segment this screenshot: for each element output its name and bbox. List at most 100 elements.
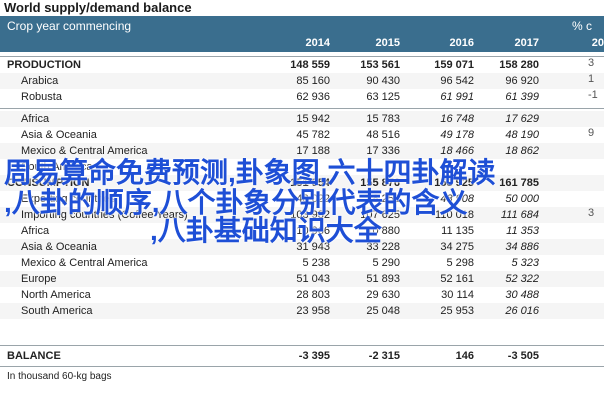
cell-value: 45 782 xyxy=(296,129,330,141)
cell-value: 5 298 xyxy=(446,257,474,269)
table-row: Arabica 85 160 90 430 96 542 96 920 xyxy=(0,73,604,89)
cell-value: 30 488 xyxy=(505,289,539,301)
table-row: South America xyxy=(0,159,604,175)
row-label: BALANCE xyxy=(7,350,61,362)
row-label: Asia & Oceania xyxy=(21,129,97,141)
table-row: Asia & Oceania 31 943 33 228 34 275 34 886 xyxy=(0,239,604,255)
cell-value: 153 561 xyxy=(360,59,400,71)
cell-value: 48 190 xyxy=(505,129,539,141)
row-label: Exporting countries xyxy=(21,193,116,205)
cell-value: 48 908 xyxy=(440,193,474,205)
cell-value: 161 785 xyxy=(499,177,539,189)
cell-value: 11 353 xyxy=(506,225,539,237)
percent-change-cell: 9 xyxy=(588,127,595,139)
cell-value: 23 958 xyxy=(296,305,330,317)
cell-value: 18 862 xyxy=(505,145,539,157)
cell-value: 17 629 xyxy=(505,113,539,125)
cell-value: 151 954 xyxy=(290,177,330,189)
year-header-2015: 2015 xyxy=(375,37,400,49)
year-header-2016: 2016 xyxy=(449,37,474,49)
table-row: Mexico & Central America 5 238 5 290 5 298 5… xyxy=(0,255,604,271)
cell-value: -3 505 xyxy=(507,350,539,362)
percent-change-cell: -1 xyxy=(588,89,598,101)
cell-value: 62 936 xyxy=(296,91,330,103)
table-section-row: CONSUMPTION 151 954 155 876 158 925 161 785 xyxy=(0,175,604,191)
cell-value: 34 886 xyxy=(505,241,539,253)
row-separator xyxy=(0,345,604,346)
table-section-row: PRODUCTION 148 559 153 561 159 071 158 280 xyxy=(0,57,604,73)
cell-value: 96 542 xyxy=(440,75,474,87)
table-row: Africa 15 942 15 783 16 748 17 629 xyxy=(0,111,604,127)
cell-value: 61 399 xyxy=(505,91,539,103)
cell-value: 48 022 xyxy=(296,193,330,205)
cell-value: 110 018 xyxy=(435,209,474,221)
row-label: North America xyxy=(21,289,91,301)
percent-change-cell: 1 xyxy=(588,73,595,85)
table-row: Africa 10 966 10 880 11 135 11 353 xyxy=(0,223,604,239)
cell-value: 16 748 xyxy=(440,113,474,125)
row-label: South America xyxy=(21,161,93,173)
cell-value: 10 966 xyxy=(296,225,330,237)
table-row: Asia & Oceania 45 782 48 516 49 178 48 190 xyxy=(0,127,604,143)
cell-value: 51 893 xyxy=(366,273,400,285)
cell-value: 25 953 xyxy=(440,305,474,317)
footnote: In thousand 60-kg bags xyxy=(7,371,112,382)
cell-value: 63 125 xyxy=(366,91,400,103)
table-section-row: BALANCE -3 395 -2 315 146 -3 505 xyxy=(0,348,604,364)
percent-change-cell: 3 xyxy=(588,57,595,69)
year-header-2014: 2014 xyxy=(305,37,330,49)
row-label: PRODUCTION xyxy=(7,59,81,71)
table-row: Robusta 62 936 63 125 61 991 61 399 xyxy=(0,89,604,105)
cell-value: 111 684 xyxy=(500,209,539,221)
cell-value: 90 430 xyxy=(366,75,400,87)
cell-value: 28 803 xyxy=(296,289,330,301)
cell-value: 96 920 xyxy=(505,75,539,87)
row-label: Mexico & Central America xyxy=(21,145,148,157)
cell-value: 155 876 xyxy=(360,177,400,189)
row-label: Robusta xyxy=(21,91,62,103)
cell-value: 146 xyxy=(455,350,474,362)
cell-value: 29 630 xyxy=(366,289,400,301)
cell-value: 34 275 xyxy=(440,241,474,253)
table-row: Europe 51 043 51 893 52 161 52 322 xyxy=(0,271,604,287)
cell-value: 85 160 xyxy=(296,75,330,87)
cell-value: 18 466 xyxy=(440,145,474,157)
cell-value: 26 016 xyxy=(505,305,539,317)
table-row: Exporting countries 48 022 48 251 48 908 50 … xyxy=(0,191,604,207)
crop-year-label: Crop year commencing xyxy=(7,19,132,33)
row-separator xyxy=(0,108,604,109)
row-label: Asia & Oceania xyxy=(21,241,97,253)
cell-value: 159 071 xyxy=(434,59,474,71)
overlay-line-2: ,八卦的顺序,八个卦象分别代表的含义 xyxy=(4,187,468,218)
cell-value: 107 625 xyxy=(360,209,400,221)
table-row: Mexico & Central America 17 188 17 336 18 4… xyxy=(0,143,604,159)
row-label: South America xyxy=(21,305,93,317)
row-label: Europe xyxy=(21,273,57,285)
table-row: South America 23 958 25 048 25 953 26 016 xyxy=(0,303,604,319)
cell-value: 30 114 xyxy=(441,289,474,301)
row-label: CONSUMPTION xyxy=(7,177,90,189)
cell-value: 52 322 xyxy=(505,273,539,285)
cell-value: 5 290 xyxy=(372,257,400,269)
cell-value: 50 000 xyxy=(505,193,539,205)
table-row: Importing countries (Coffee Years) 103 93… xyxy=(0,207,604,223)
row-separator xyxy=(0,56,604,57)
cell-value: 31 943 xyxy=(296,241,330,253)
table-row: North America 28 803 29 630 30 114 30 488 xyxy=(0,287,604,303)
cell-value: 5 238 xyxy=(302,257,330,269)
cell-value: 25 048 xyxy=(366,305,400,317)
table-title: World supply/demand balance xyxy=(0,0,604,16)
cell-value: 15 942 xyxy=(296,113,330,125)
header-band xyxy=(0,16,604,52)
cell-value: 49 178 xyxy=(440,129,474,141)
cell-value: 48 516 xyxy=(366,129,400,141)
cell-value: 11 135 xyxy=(441,225,474,237)
cell-value: 10 880 xyxy=(366,225,400,237)
percent-change-cell: 3 xyxy=(588,207,595,219)
cell-value: -2 315 xyxy=(368,350,400,362)
row-label: Africa xyxy=(21,225,50,237)
cell-value: 17 336 xyxy=(366,145,400,157)
row-label: Arabica xyxy=(21,75,59,87)
cell-value: 33 228 xyxy=(366,241,400,253)
year-header-pct: 20 xyxy=(591,37,604,49)
